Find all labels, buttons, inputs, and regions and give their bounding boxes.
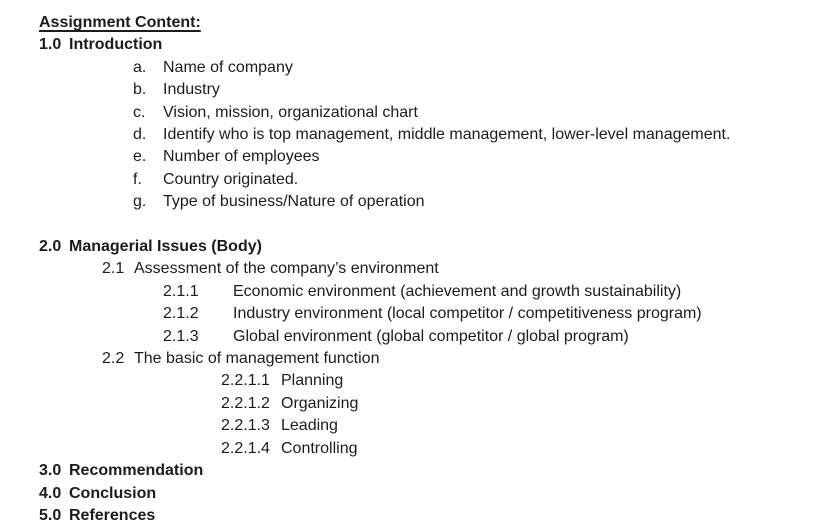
- outline-item-2-2-1-2: 2.2.1.2 Organizing: [0, 393, 840, 415]
- outline-marker: a.: [133, 58, 147, 76]
- outline-text: Conclusion: [69, 484, 157, 502]
- outline-item-c: c. Vision, mission, organizational chart: [0, 102, 840, 124]
- outline-text: Managerial Issues (Body): [69, 238, 262, 256]
- outline-item-5-0: 5.0 References: [0, 505, 840, 527]
- outline-item-b: b. Industry: [0, 79, 840, 101]
- outline-item-2-1-2: 2.1.2 Industry environment (local competi…: [0, 303, 840, 325]
- outline-marker: 2.1.3: [163, 327, 199, 345]
- outline-marker: 2.2.1.4: [221, 439, 270, 457]
- outline-text: Leading: [281, 417, 338, 435]
- outline-marker: 3.0: [39, 462, 62, 480]
- outline-item-2-2: 2.2 The basic of management function: [0, 348, 840, 370]
- outline-item-2-2-1-4: 2.2.1.4 Controlling: [0, 438, 840, 460]
- outline-marker: 2.1: [102, 260, 125, 278]
- outline-text: The basic of management function: [134, 350, 380, 368]
- page-title: Assignment Content:: [39, 14, 201, 31]
- outline-text: Number of employees: [163, 148, 320, 166]
- outline-text: Economic environment (achievement and gr…: [233, 282, 682, 300]
- outline-item-4-0: 4.0 Conclusion: [0, 483, 840, 505]
- outline-text: Planning: [281, 372, 344, 390]
- outline-item-2-2-1-1: 2.2.1.1 Planning: [0, 370, 840, 392]
- outline-marker: 2.2.1.2: [221, 394, 270, 412]
- outline-item-2-0: 2.0 Managerial Issues (Body): [0, 236, 840, 258]
- outline-text: Recommendation: [69, 462, 204, 480]
- outline-marker: 2.0: [39, 238, 62, 256]
- outline-item-g: g. Type of business/Nature of operation: [0, 191, 840, 213]
- outline-marker: e.: [133, 148, 147, 166]
- outline-marker: 2.2.1.3: [221, 417, 270, 435]
- outline-item-2-1-3: 2.1.3 Global environment (global competit…: [0, 326, 840, 348]
- outline-text: Name of company: [163, 58, 293, 76]
- outline-marker: g.: [133, 193, 147, 211]
- outline-text: References: [69, 506, 156, 524]
- outline-text: Type of business/Nature of operation: [163, 193, 425, 211]
- outline-item-a: a. Name of company: [0, 57, 840, 79]
- outline-item-1-0: 1.0 Introduction: [0, 34, 840, 56]
- outline-marker: 4.0: [39, 484, 62, 502]
- outline-marker: 2.2: [102, 350, 125, 368]
- outline-text: Identify who is top management, middle m…: [163, 126, 731, 144]
- outline-marker: 2.1.2: [163, 305, 199, 323]
- outline-item-f: f. Country originated.: [0, 169, 840, 191]
- outline-text: Industry: [163, 81, 220, 99]
- outline-text: Organizing: [281, 394, 359, 412]
- outline-item-2-1: 2.1 Assessment of the company’s environme…: [0, 258, 840, 280]
- outline-item-e: e. Number of employees: [0, 146, 840, 168]
- outline: 1.0 Introduction a. Name of company b. Indust…: [0, 34, 840, 527]
- outline-marker: 2.2.1.1: [221, 372, 270, 390]
- outline-item-2-1-1: 2.1.1 Economic environment (achievement a…: [0, 281, 840, 303]
- outline-marker: 2.1.1: [163, 282, 199, 300]
- outline-marker: c.: [133, 103, 146, 121]
- outline-marker: d.: [133, 126, 147, 144]
- outline-text: Introduction: [69, 36, 163, 54]
- outline-text: Industry environment (local competitor /…: [233, 305, 702, 323]
- outline-text: Country originated.: [163, 170, 299, 188]
- outline-marker: 5.0: [39, 506, 62, 524]
- outline-item-d: d. Identify who is top management, middle…: [0, 124, 840, 146]
- outline-text: Controlling: [281, 439, 358, 457]
- outline-text: Vision, mission, organizational chart: [163, 103, 418, 121]
- outline-marker: 1.0: [39, 36, 62, 54]
- outline-item-3-0: 3.0 Recommendation: [0, 460, 840, 482]
- outline-marker: f.: [133, 170, 142, 188]
- outline-text: Assessment of the company’s environment: [134, 260, 439, 278]
- outline-item-2-2-1-3: 2.2.1.3 Leading: [0, 415, 840, 437]
- outline-marker: b.: [133, 81, 147, 99]
- outline-text: Global environment (global competitor / …: [233, 327, 629, 345]
